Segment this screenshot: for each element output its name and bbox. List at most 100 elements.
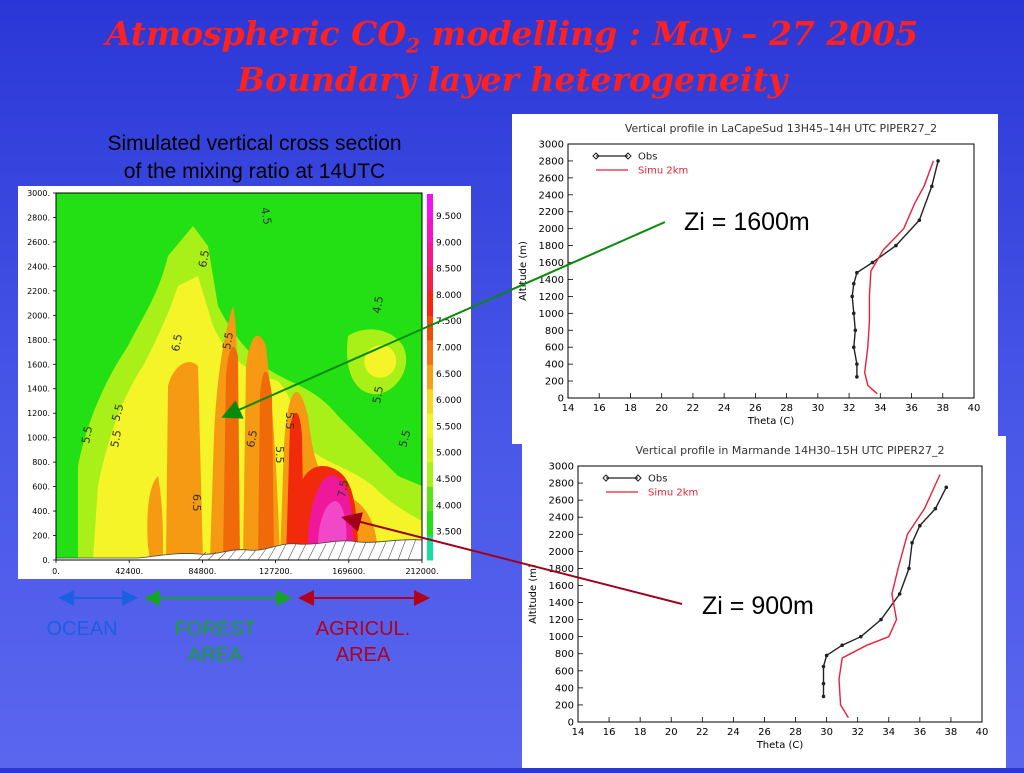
colorbar-label: 7.000 [436, 344, 462, 354]
contour-label: 5.5 [283, 412, 296, 430]
colorbar-swatch [427, 194, 433, 219]
legend: Obs Simu 2km [592, 152, 688, 177]
x-tick-label: 16 [593, 403, 606, 414]
y-tick-label: 0 [558, 394, 564, 405]
agri-label-line2: AREA [335, 644, 391, 666]
x-tick-label: 26 [749, 403, 762, 414]
x-axis-label: Theta (C) [747, 416, 795, 427]
colorbar-label: 6.500 [436, 370, 462, 380]
x-tick-label: 38 [936, 403, 949, 414]
y-tick-label: 600 [545, 343, 564, 354]
obs-point [870, 260, 875, 265]
colorbar-label: 8.500 [436, 265, 462, 275]
cs-y-tick-label: 1400. [27, 385, 50, 394]
y-tick-label: 2200 [549, 530, 574, 541]
colorbar-label: 9.500 [436, 212, 462, 222]
x-tick-label: 22 [687, 403, 700, 414]
legend-marker [634, 474, 642, 482]
x-tick-label: 34 [874, 403, 887, 414]
obs-point [917, 218, 922, 222]
y-axis-label: Altitude (m) [518, 241, 529, 301]
obs-point [879, 617, 883, 622]
x-tick-label: 30 [811, 403, 824, 414]
colorbar-swatch [427, 242, 433, 268]
colorbar-label: 4.500 [436, 475, 462, 485]
cs-x-tick-label: 169600. [332, 567, 365, 576]
x-tick-label: 16 [603, 727, 616, 738]
x-tick-label: 30 [820, 727, 833, 738]
y-tick-label: 1600 [539, 258, 564, 269]
obs-point [851, 345, 856, 349]
x-tick-label: 26 [758, 727, 771, 738]
contour-label: 6.5 [190, 494, 203, 512]
x-tick-label: 38 [945, 727, 958, 738]
mixing-ratio-field [55, 192, 423, 561]
series-line-simu-2km [863, 160, 935, 395]
x-tick-label: 36 [905, 403, 918, 414]
colorbar-swatch [427, 316, 433, 341]
colorbar-swatch [427, 535, 433, 561]
cross-section-svg: 3000. 2800. 2600. 2400. 2200. 2000. 1800. 1600.… [27, 189, 462, 576]
legend: Obs Simu 2km [602, 474, 698, 499]
obs-point [821, 681, 826, 686]
obs-point [850, 294, 854, 299]
obs-point [853, 328, 858, 333]
obs-point [910, 541, 914, 545]
y-tick-label: 2800 [539, 156, 564, 167]
colorbar-swatch [427, 364, 433, 390]
x-tick-label: 20 [665, 727, 678, 738]
forest-label-line1: FOREST [174, 618, 256, 640]
x-axis-label: Theta (C) [756, 740, 804, 751]
zone-label-ocean: OCEAN [30, 616, 134, 642]
y-tick-label: 2400 [549, 513, 574, 524]
legend-label: Simu 2km [648, 488, 698, 499]
x-tick-label: 22 [696, 727, 709, 738]
obs-point [933, 506, 938, 511]
colorbar-swatch [427, 340, 433, 366]
cs-y-tick-label: 200. [32, 532, 50, 541]
x-tick-label: 24 [727, 727, 740, 738]
contour-label: 5.5 [108, 429, 124, 448]
x-tick-label: 34 [882, 727, 895, 738]
y-tick-label: 200 [545, 377, 564, 388]
obs-point [840, 643, 844, 647]
y-tick-label: 1200 [539, 292, 564, 303]
obs-point [907, 566, 911, 571]
caption-line2: of the mixing ratio at 14UTC [123, 160, 386, 183]
y-tick-label: 3000 [539, 140, 564, 151]
y-tick-label: 2000 [539, 224, 564, 235]
colorbar: 9.500 9.000 8.500 8.000 7.500 7.000 6.500 6.000… [427, 194, 462, 561]
colorbar-swatch [427, 267, 433, 293]
y-tick-label: 3000 [549, 462, 574, 473]
slide-title-line1: Atmospheric CO2 modelling : May – 27 200… [105, 14, 919, 58]
profile-lacapesud-panel: Vertical profile in LaCapeSud 13H45–14H … [512, 114, 998, 444]
obs-point [897, 592, 902, 596]
caption-line1: Simulated vertical cross section [107, 132, 402, 155]
contour-label: 6.5 [196, 249, 212, 268]
colorbar-swatch [427, 462, 433, 488]
contour-label: 5.5 [79, 425, 95, 444]
colorbar-swatch [427, 291, 433, 317]
y-tick-label: 1400 [539, 275, 564, 286]
y-tick-label: 1000 [549, 632, 574, 643]
colorbar-label: 3.500 [436, 528, 462, 538]
x-tick-label: 18 [624, 403, 637, 414]
contour-label: 6.5 [244, 429, 260, 448]
profile-title: Vertical profile in Marmande 14H30–15H U… [635, 444, 944, 457]
colorbar-swatch [427, 438, 433, 463]
y-tick-label: 1800 [549, 564, 574, 575]
orange-column-1 [166, 362, 203, 560]
y-tick-label: 2000 [549, 547, 574, 558]
cs-y-tick-label: 2400. [27, 262, 50, 271]
cs-y-tick-label: 0. [42, 556, 50, 565]
legend-marker [602, 474, 610, 482]
cs-x-tick-label: 127200. [259, 567, 292, 576]
x-tick-label: 20 [655, 403, 668, 414]
y-tick-label: 1200 [549, 615, 574, 626]
obs-point [930, 184, 934, 189]
x-tick-label: 14 [572, 727, 585, 738]
series-line-obs [822, 486, 947, 697]
y-tick-label: 1400 [549, 598, 574, 609]
darkorange-column-2 [258, 371, 274, 560]
legend-label: Obs [648, 474, 667, 485]
